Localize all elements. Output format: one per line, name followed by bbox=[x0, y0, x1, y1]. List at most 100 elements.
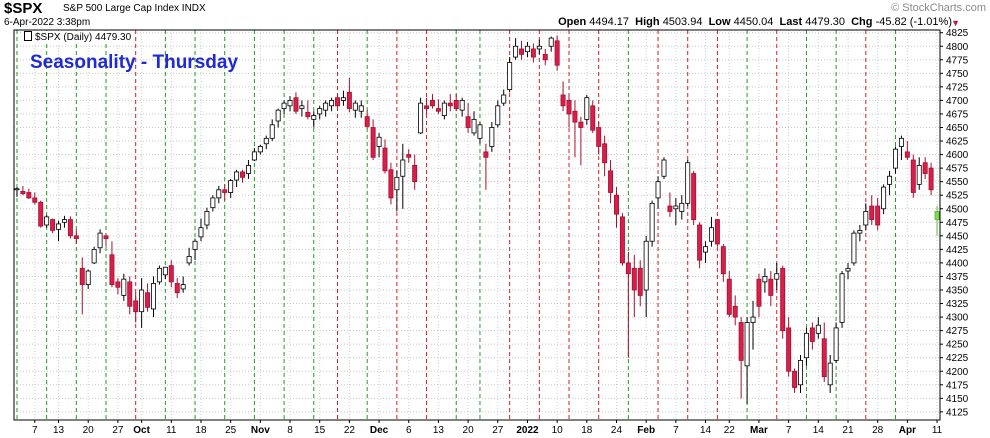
candle-body bbox=[400, 159, 406, 177]
candle-body bbox=[631, 267, 637, 291]
candle-body bbox=[750, 316, 756, 323]
x-tick-label: 25 bbox=[225, 425, 237, 436]
candle-body bbox=[447, 102, 453, 107]
candle-body bbox=[809, 327, 815, 342]
candle-body bbox=[329, 100, 335, 107]
candle-body bbox=[780, 267, 786, 332]
candle-body bbox=[833, 327, 839, 361]
candle-body bbox=[542, 53, 548, 61]
candle-body bbox=[275, 109, 281, 122]
candle-body bbox=[708, 227, 714, 242]
candle-body bbox=[240, 171, 246, 178]
candle-body bbox=[649, 202, 655, 242]
candle-body bbox=[483, 151, 489, 158]
candle-body bbox=[168, 265, 174, 283]
candle-body bbox=[299, 105, 305, 109]
x-tick-label: 27 bbox=[112, 425, 124, 436]
candle-body bbox=[673, 205, 679, 210]
candle-body bbox=[857, 230, 863, 234]
candle-body bbox=[234, 171, 240, 181]
candle-body bbox=[251, 151, 257, 161]
candle-body bbox=[614, 194, 619, 215]
candle-body bbox=[257, 146, 263, 153]
candle-body bbox=[228, 180, 234, 193]
candle-body bbox=[382, 147, 388, 172]
candle-body bbox=[596, 127, 602, 147]
candle-body bbox=[655, 181, 661, 199]
x-tick-label: 11 bbox=[932, 425, 943, 436]
x-tick-label: Mar bbox=[750, 425, 768, 436]
x-tick-label: 21 bbox=[842, 425, 854, 436]
high-value: 4503.94 bbox=[662, 16, 703, 28]
y-tick-label: 4250 bbox=[946, 340, 969, 351]
x-tick-label: 11 bbox=[166, 425, 177, 436]
candle-body bbox=[352, 102, 358, 111]
candle-body bbox=[584, 97, 590, 120]
candle-body bbox=[697, 224, 703, 261]
candle-body bbox=[572, 110, 578, 123]
candle-body bbox=[109, 254, 115, 285]
candle-body bbox=[79, 267, 85, 285]
x-tick-label: 14 bbox=[700, 425, 712, 436]
down-arrow-icon: ▼ bbox=[951, 18, 960, 28]
candle-body bbox=[637, 267, 643, 296]
candle-body bbox=[394, 176, 400, 191]
candle-body bbox=[922, 162, 928, 174]
ticker-description: S&P 500 Large Cap Index INDX bbox=[63, 3, 206, 14]
candle-body bbox=[32, 197, 38, 203]
candle-body bbox=[346, 91, 352, 109]
y-tick-label: 4200 bbox=[946, 367, 969, 378]
candle-body bbox=[792, 370, 798, 388]
x-tick-label: 13 bbox=[433, 425, 445, 436]
ohlc-readout: Open 4494.17 High 4503.94 Low 4450.04 La… bbox=[558, 16, 952, 28]
x-tick-label: 10 bbox=[552, 425, 564, 436]
candle-body bbox=[608, 170, 614, 193]
candle-body bbox=[305, 111, 311, 118]
candle-body bbox=[726, 278, 732, 315]
candle-body bbox=[625, 262, 631, 275]
candle-body bbox=[548, 37, 554, 47]
candle-body bbox=[507, 62, 513, 90]
low-value: 4450.04 bbox=[733, 16, 774, 28]
candle-body bbox=[376, 136, 382, 147]
candle-body bbox=[554, 40, 560, 66]
y-tick-label: 4750 bbox=[946, 69, 969, 80]
candle-body bbox=[744, 322, 750, 367]
x-tick-label: 24 bbox=[611, 425, 623, 436]
low-label: Low bbox=[708, 16, 731, 28]
candle-body bbox=[845, 267, 851, 272]
candle-body bbox=[928, 167, 934, 191]
candle-body bbox=[50, 219, 56, 231]
candle-body bbox=[893, 148, 898, 169]
candle-body bbox=[335, 97, 340, 107]
candle-body bbox=[685, 162, 691, 204]
candle-body bbox=[323, 102, 329, 111]
candle-body bbox=[667, 205, 673, 212]
candle-body bbox=[186, 256, 192, 264]
y-tick-label: 4300 bbox=[946, 313, 969, 324]
candle-body bbox=[720, 246, 726, 275]
candle-body bbox=[412, 165, 418, 183]
candle-body bbox=[661, 159, 667, 177]
candle-body bbox=[441, 102, 447, 116]
y-tick-label: 4700 bbox=[946, 96, 969, 107]
y-tick-label: 4275 bbox=[946, 326, 969, 337]
candle-body bbox=[732, 305, 738, 318]
candle-body bbox=[192, 240, 198, 250]
candle-body bbox=[14, 188, 20, 191]
ticker-symbol: $SPX bbox=[4, 0, 43, 17]
last-label: Last bbox=[779, 16, 803, 28]
x-tick-label: Dec bbox=[370, 425, 389, 436]
candle-body bbox=[762, 276, 768, 283]
x-tick-label: 27 bbox=[492, 425, 504, 436]
candle-body bbox=[97, 232, 103, 249]
candle-body bbox=[430, 100, 435, 107]
x-tick-label: 6 bbox=[406, 425, 412, 436]
candle-body bbox=[103, 235, 109, 239]
candle-body bbox=[495, 105, 501, 126]
candle-body bbox=[477, 124, 483, 139]
candle-body bbox=[566, 100, 572, 115]
candle-body bbox=[465, 116, 471, 128]
candle-body bbox=[839, 273, 845, 323]
candle-body bbox=[524, 45, 530, 53]
